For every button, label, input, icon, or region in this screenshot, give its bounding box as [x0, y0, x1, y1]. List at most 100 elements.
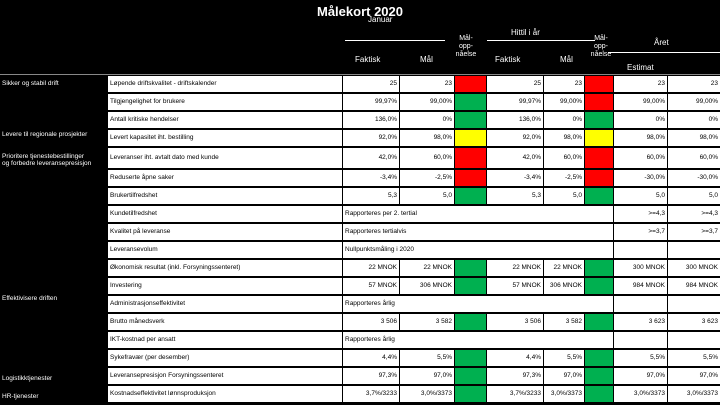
status-indicator: [455, 350, 486, 366]
category-label: Levere til regionale prosjekter: [2, 131, 88, 138]
ytd-target: -2,5%: [544, 170, 584, 186]
ytd-actual: 99,97%: [487, 94, 543, 110]
header-aret: Året: [654, 38, 669, 47]
annual-target-value: 5,5%: [668, 350, 720, 366]
jan-target: 5,5%: [400, 350, 454, 366]
ytd-actual: 3,7%/3233: [487, 386, 543, 402]
status-indicator: [455, 188, 486, 204]
jan-target: 5,0: [400, 188, 454, 204]
jan-actual: 57 MNOK: [343, 278, 399, 294]
metric-label: Levert kapasitet iht. bestilling: [108, 130, 342, 146]
estimate-value: [614, 296, 667, 312]
estimate-value: 97,0%: [614, 368, 667, 384]
jan-actual: 5,3: [343, 188, 399, 204]
jan-actual: 92,0%: [343, 130, 399, 146]
ytd-actual: 22 MNOK: [487, 260, 543, 276]
page-title: Målekort 2020: [317, 4, 403, 19]
status-indicator: [455, 368, 486, 384]
estimate-value: 3,0%/3373: [614, 386, 667, 402]
report-note: Rapporteres årlig: [343, 296, 613, 312]
annual-target-value: 99,00%: [668, 94, 720, 110]
estimate-value: 300 MNOK: [614, 260, 667, 276]
estimate-value: -30,0%: [614, 170, 667, 186]
ytd-actual: 4,4%: [487, 350, 543, 366]
jan-target: 60,0%: [400, 148, 454, 168]
ytd-target: 22 MNOK: [544, 260, 584, 276]
ytd-target: 306 MNOK: [544, 278, 584, 294]
metric-label: Brukertilfredshet: [108, 188, 342, 204]
annual-target-value: >=4,3: [668, 206, 720, 222]
ytd-actual: 57 MNOK: [487, 278, 543, 294]
header-januar: Januar: [368, 15, 393, 24]
metric-label: Investering: [108, 278, 342, 294]
ytd-target: 3,0%/3373: [544, 386, 584, 402]
estimate-value: 23: [614, 76, 667, 92]
estimate-value: 98,0%: [614, 130, 667, 146]
ytd-actual: 92,0%: [487, 130, 543, 146]
metric-label: Administrasjonseffektivitet: [108, 296, 342, 312]
annual-target-value: 3,0%/3373: [668, 386, 720, 402]
annual-target-value: 3 623: [668, 314, 720, 330]
jan-target: 97,0%: [400, 368, 454, 384]
estimate-value: 60,0%: [614, 148, 667, 168]
jan-actual: 25: [343, 76, 399, 92]
status-indicator: [455, 260, 486, 276]
category-label: Effektivisere driften: [2, 295, 58, 302]
category-label: Prioritere tjenestebestillinger og forbe…: [2, 153, 92, 167]
jan-actual: 136,0%: [343, 112, 399, 128]
metric-label: Leveranser iht. avtalt dato med kunde: [108, 148, 342, 168]
estimate-value: >=3,7: [614, 224, 667, 240]
estimate-value: [614, 242, 667, 258]
estimate-value: 99,00%: [614, 94, 667, 110]
status-indicator: [455, 148, 486, 168]
status-indicator: [585, 130, 613, 146]
ytd-actual: -3,4%: [487, 170, 543, 186]
header-faktisk: Faktisk: [355, 55, 381, 64]
jan-target: 3,0%/3373: [400, 386, 454, 402]
jan-actual: 42,0%: [343, 148, 399, 168]
estimate-value: 5,0: [614, 188, 667, 204]
category-label: HR-tjenester: [2, 393, 39, 400]
status-indicator: [585, 260, 613, 276]
ytd-actual: 25: [487, 76, 543, 92]
estimate-value: 0%: [614, 112, 667, 128]
ytd-target: 5,5%: [544, 350, 584, 366]
annual-target-value: [668, 242, 720, 258]
annual-target-value: 97,0%: [668, 368, 720, 384]
metric-label: Brutto månedsverk: [108, 314, 342, 330]
jan-actual: 22 MNOK: [343, 260, 399, 276]
metric-label: Løpende driftskvalitet - driftskalender: [108, 76, 342, 92]
metric-label: Reduserte åpne saker: [108, 170, 342, 186]
report-note: Rapporteres årlig: [343, 332, 613, 348]
annual-target-value: 5,0: [668, 188, 720, 204]
status-indicator: [585, 170, 613, 186]
status-indicator: [585, 314, 613, 330]
annual-target-value: [668, 296, 720, 312]
status-indicator: [455, 94, 486, 110]
metric-label: Økonomisk resultat (inkl. Forsyningssent…: [108, 260, 342, 276]
annual-target-value: 0%: [668, 112, 720, 128]
ytd-actual: 3 506: [487, 314, 543, 330]
ytd-actual: 136,0%: [487, 112, 543, 128]
status-indicator: [585, 148, 613, 168]
ytd-target: 97,0%: [544, 368, 584, 384]
status-indicator: [585, 112, 613, 128]
header-faktisk-hittil: Faktisk: [495, 55, 521, 64]
jan-actual: 3,7%/3233: [343, 386, 399, 402]
ytd-target: 3 582: [544, 314, 584, 330]
metric-label: Antall kritiske hendelser: [108, 112, 342, 128]
jan-actual: 4,4%: [343, 350, 399, 366]
jan-target: 22 MNOK: [400, 260, 454, 276]
ytd-target: 23: [544, 76, 584, 92]
estimate-value: [614, 332, 667, 348]
ytd-target: 60,0%: [544, 148, 584, 168]
header-maloppnaelse: Mål- opp- nåelse: [455, 35, 477, 58]
header-divider: [608, 52, 720, 53]
status-indicator: [585, 94, 613, 110]
status-indicator: [585, 76, 613, 92]
annual-target-value: 98,0%: [668, 130, 720, 146]
header-maloppnaelse-hittil: Mål- opp- nåelse: [590, 35, 612, 58]
annual-target-value: >=3,7: [668, 224, 720, 240]
metric-label: Sykefravær (per desember): [108, 350, 342, 366]
category-label: Sikker og stabil drift: [2, 80, 59, 87]
